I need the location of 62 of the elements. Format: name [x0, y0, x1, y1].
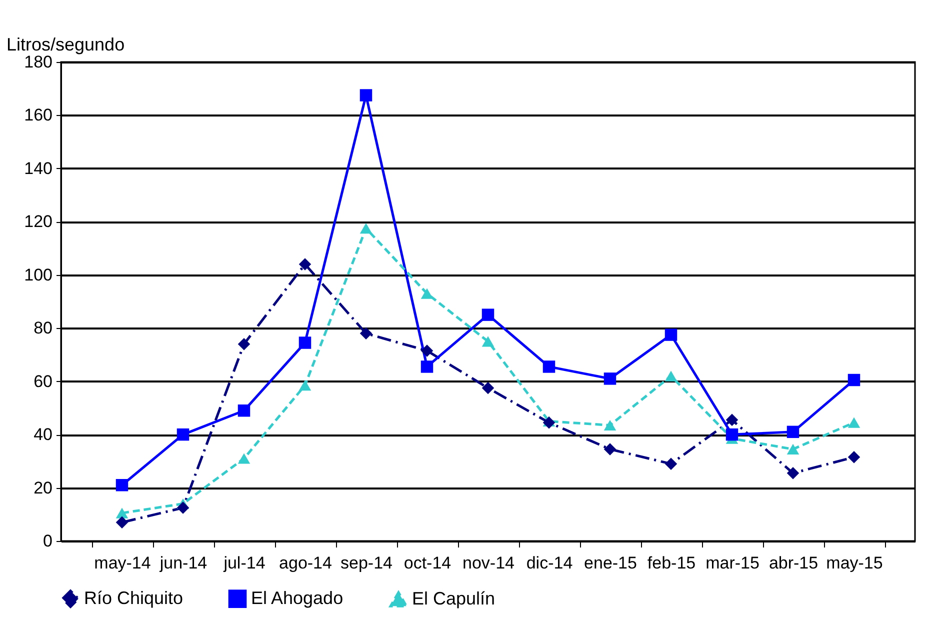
legend-label: El Capulín — [412, 588, 496, 608]
point — [420, 344, 434, 357]
x-tick-label: may-15 — [826, 554, 883, 572]
x-tick-label: nov-14 — [462, 554, 514, 572]
y-tick-label: 140 — [24, 158, 52, 178]
point — [116, 508, 128, 518]
x-tick-label: sep-14 — [340, 554, 392, 572]
point — [238, 453, 250, 464]
point — [420, 288, 434, 299]
point — [664, 458, 678, 470]
x-tick-label: ago-14 — [279, 554, 332, 572]
y-tick-label: 40 — [34, 425, 52, 444]
x-tick-label: feb-15 — [647, 554, 696, 572]
point — [848, 417, 860, 428]
point — [848, 374, 860, 386]
x-tick-label: jul-14 — [222, 554, 266, 572]
x-tick-label: mar-15 — [706, 554, 760, 572]
y-tick-label: 60 — [34, 372, 52, 391]
point — [482, 308, 494, 321]
y-tick-label: 180 — [24, 52, 52, 72]
y-axis-title: Litros/segundo — [6, 34, 125, 54]
x-tick-label: oct-14 — [404, 554, 452, 572]
x-tick-label: dic-14 — [526, 554, 573, 572]
point — [176, 428, 190, 441]
point — [176, 502, 190, 514]
point — [360, 223, 372, 234]
legend-label: El Ahogado — [251, 588, 344, 608]
point — [604, 420, 616, 431]
y-tick-label: 160 — [24, 106, 52, 125]
point — [360, 89, 372, 102]
point — [542, 360, 556, 373]
point — [482, 382, 494, 394]
x-tick-label: may-14 — [94, 554, 151, 572]
point — [664, 328, 678, 341]
y-tick-label: 80 — [34, 318, 52, 338]
point — [116, 516, 128, 528]
point — [848, 451, 860, 464]
point — [786, 444, 800, 454]
point — [786, 426, 800, 438]
point — [238, 404, 250, 417]
point — [604, 372, 616, 385]
point — [726, 414, 738, 426]
x-tick-label: jun-14 — [158, 554, 208, 572]
point — [116, 478, 128, 492]
point — [482, 336, 494, 347]
point — [298, 258, 312, 270]
point — [298, 336, 312, 349]
point — [726, 428, 738, 441]
y-tick-label: 0 — [43, 532, 52, 550]
point — [786, 467, 800, 480]
point — [664, 370, 678, 382]
point — [298, 380, 312, 391]
point — [360, 327, 372, 340]
x-tick-label: ene-15 — [584, 554, 637, 572]
point — [604, 443, 616, 456]
y-tick-label: 20 — [34, 478, 52, 498]
point — [420, 360, 434, 373]
y-tick-label: 100 — [24, 265, 52, 284]
x-tick-label: abr-15 — [768, 554, 818, 572]
y-tick-label: 120 — [24, 212, 52, 232]
legend-label: Río Chiquito — [84, 588, 184, 608]
point — [238, 338, 250, 350]
